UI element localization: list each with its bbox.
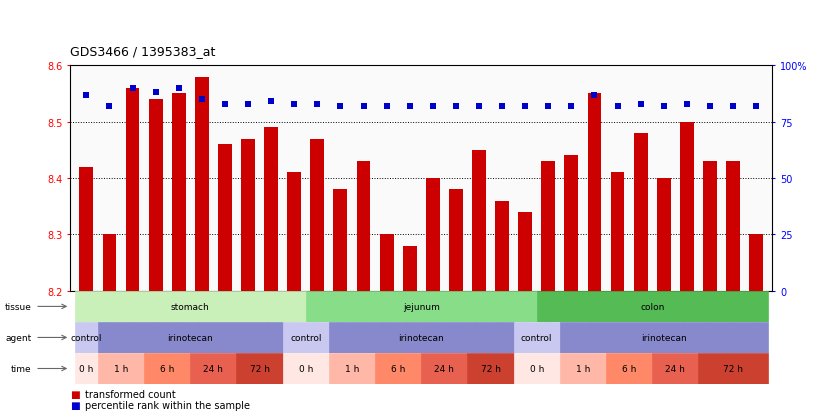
Bar xyxy=(375,353,421,384)
Bar xyxy=(126,88,140,291)
Bar xyxy=(241,139,255,291)
Text: 72 h: 72 h xyxy=(249,364,269,373)
Bar xyxy=(426,178,439,291)
Bar xyxy=(634,133,648,291)
Bar xyxy=(472,150,486,291)
Bar xyxy=(149,100,163,291)
Bar xyxy=(75,353,98,384)
Bar xyxy=(236,353,282,384)
Bar xyxy=(357,162,370,291)
Text: 72 h: 72 h xyxy=(481,364,501,373)
Text: 0 h: 0 h xyxy=(79,364,93,373)
Text: irinotecan: irinotecan xyxy=(168,333,213,342)
Bar xyxy=(560,322,767,353)
Bar xyxy=(606,353,653,384)
Text: percentile rank within the sample: percentile rank within the sample xyxy=(85,400,250,410)
Bar xyxy=(703,162,717,291)
Bar xyxy=(380,235,393,291)
Text: ■: ■ xyxy=(70,389,80,399)
Bar xyxy=(75,322,98,353)
Bar xyxy=(680,122,694,291)
Text: time: time xyxy=(11,364,31,373)
Bar xyxy=(699,353,767,384)
Bar xyxy=(144,353,190,384)
Text: 6 h: 6 h xyxy=(391,364,406,373)
Text: ■: ■ xyxy=(70,400,80,410)
Text: 24 h: 24 h xyxy=(434,364,454,373)
Bar xyxy=(195,77,209,291)
Bar xyxy=(587,94,601,291)
Bar xyxy=(287,173,301,291)
Bar xyxy=(653,353,699,384)
Text: 1 h: 1 h xyxy=(114,364,128,373)
Bar xyxy=(657,178,671,291)
Bar xyxy=(282,353,329,384)
Bar xyxy=(518,212,532,291)
Bar xyxy=(190,353,236,384)
Bar xyxy=(541,162,555,291)
Bar xyxy=(564,156,578,291)
Text: irinotecan: irinotecan xyxy=(641,333,686,342)
Text: control: control xyxy=(521,333,553,342)
Text: colon: colon xyxy=(640,302,664,311)
Text: 6 h: 6 h xyxy=(160,364,174,373)
Text: control: control xyxy=(71,333,102,342)
Bar xyxy=(726,162,740,291)
Bar xyxy=(749,235,763,291)
Bar xyxy=(560,353,606,384)
Text: GDS3466 / 1395383_at: GDS3466 / 1395383_at xyxy=(70,45,216,58)
Bar xyxy=(537,291,767,322)
Text: jejunum: jejunum xyxy=(403,302,439,311)
Bar xyxy=(311,139,325,291)
Bar xyxy=(98,353,144,384)
Bar xyxy=(468,353,514,384)
Bar xyxy=(421,353,468,384)
Text: 0 h: 0 h xyxy=(298,364,313,373)
Bar xyxy=(449,190,463,291)
Text: control: control xyxy=(290,333,321,342)
Bar xyxy=(495,201,509,291)
Text: 6 h: 6 h xyxy=(622,364,636,373)
Text: 1 h: 1 h xyxy=(576,364,590,373)
Text: transformed count: transformed count xyxy=(85,389,176,399)
Bar xyxy=(514,353,560,384)
Bar xyxy=(334,190,348,291)
Text: irinotecan: irinotecan xyxy=(398,333,444,342)
Bar xyxy=(264,128,278,291)
Text: stomach: stomach xyxy=(171,302,210,311)
Bar xyxy=(306,291,537,322)
Bar xyxy=(329,322,514,353)
Bar xyxy=(329,353,375,384)
Bar xyxy=(98,322,282,353)
Bar xyxy=(403,246,416,291)
Bar xyxy=(282,322,329,353)
Text: 24 h: 24 h xyxy=(203,364,223,373)
Text: 0 h: 0 h xyxy=(529,364,544,373)
Bar xyxy=(610,173,624,291)
Bar xyxy=(79,167,93,291)
Bar xyxy=(218,145,232,291)
Bar xyxy=(514,322,560,353)
Text: 24 h: 24 h xyxy=(666,364,686,373)
Text: tissue: tissue xyxy=(5,302,31,311)
Text: 1 h: 1 h xyxy=(344,364,359,373)
Bar xyxy=(75,291,306,322)
Text: 72 h: 72 h xyxy=(723,364,743,373)
Bar xyxy=(102,235,116,291)
Text: agent: agent xyxy=(5,333,31,342)
Bar xyxy=(172,94,186,291)
